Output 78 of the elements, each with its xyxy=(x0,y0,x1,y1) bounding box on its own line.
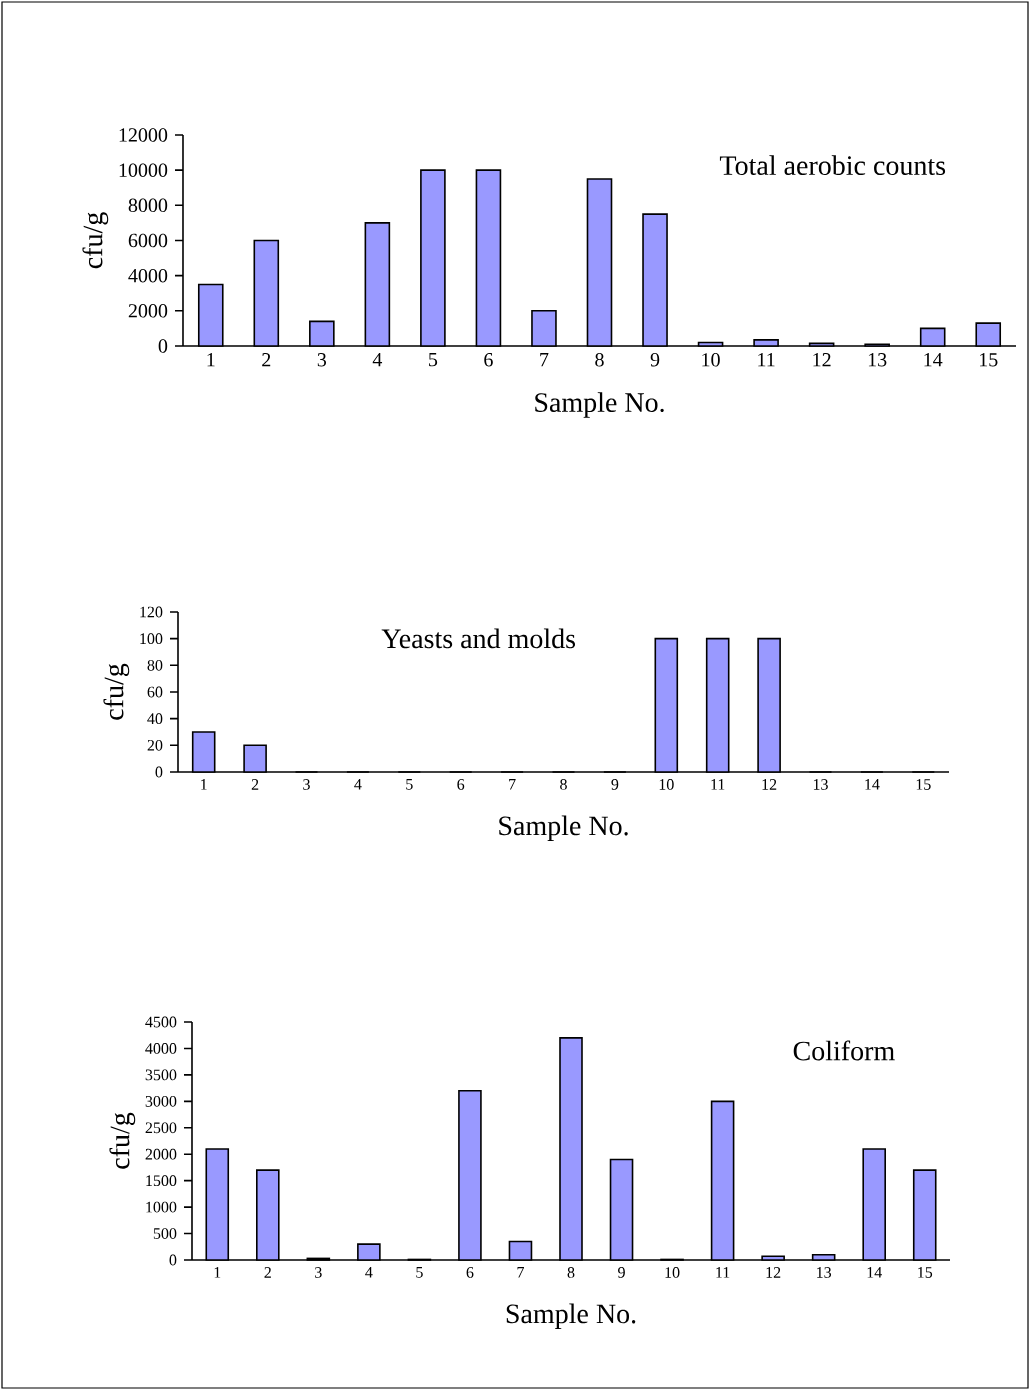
x-tick-label: 2 xyxy=(262,353,271,367)
x-tick-label: 11 xyxy=(758,353,775,367)
y-tick-label: 12000 xyxy=(119,128,168,142)
x-tick-label: 7 xyxy=(517,1267,524,1278)
y-axis-title: cfu/g xyxy=(109,1112,136,1169)
x-tick-label: 8 xyxy=(595,353,604,367)
x-tick-label: 12 xyxy=(813,353,831,367)
y-tick-label: 80 xyxy=(147,659,163,671)
x-tick-label: 8 xyxy=(560,779,567,790)
y-tick-label: 2500 xyxy=(145,1122,177,1134)
y-axis-title: cfu/g xyxy=(103,663,130,720)
text: Total aerobic counts xyxy=(719,155,946,176)
y-tick-label: 20 xyxy=(147,739,163,751)
y-tick-label: 0 xyxy=(158,339,168,353)
y-tick-label: 500 xyxy=(153,1228,177,1239)
x-tick-label: 7 xyxy=(540,353,549,367)
y-axis-title: cfu/g xyxy=(82,212,109,269)
x-tick-label: 5 xyxy=(429,353,438,367)
x-tick-label: 7 xyxy=(509,779,516,790)
y-tick-label: 10000 xyxy=(119,163,168,177)
x-axis-title: Sample No. xyxy=(499,815,628,841)
y-tick-label: 4000 xyxy=(128,268,168,283)
y-tick-label: 3500 xyxy=(145,1069,177,1081)
y-tick-label: 1500 xyxy=(146,1175,177,1187)
x-tick-label: 10 xyxy=(665,1267,680,1278)
y-tick-label: 4500 xyxy=(145,1016,177,1028)
x-tick-label: 14 xyxy=(867,1267,882,1278)
x-tick-label: 13 xyxy=(817,1267,832,1278)
x-tick-label: 5 xyxy=(406,779,413,790)
x-tick-label: 15 xyxy=(979,353,998,367)
x-tick-label: 1 xyxy=(207,353,215,367)
x-tick-label: 3 xyxy=(303,779,310,790)
x-tick-label: 3 xyxy=(317,353,327,367)
y-tick-label: 0 xyxy=(169,1254,177,1266)
x-tick-label: 1 xyxy=(201,779,207,790)
x-tick-label: 6 xyxy=(466,1267,474,1278)
x-tick-label: 9 xyxy=(618,1267,625,1278)
y-tick-label: 2000 xyxy=(128,304,168,318)
x-tick-label: 4 xyxy=(372,353,383,367)
x-tick-label: 10 xyxy=(659,779,674,790)
y-tick-label: 2000 xyxy=(145,1148,177,1160)
x-tick-label: 13 xyxy=(813,779,828,790)
x-tick-label: 6 xyxy=(457,779,465,790)
y-tick-label: 40 xyxy=(147,713,163,725)
y-tick-label: 3000 xyxy=(145,1095,177,1107)
y-tick-label: 120 xyxy=(140,606,163,618)
x-tick-label: 12 xyxy=(766,1267,781,1278)
x-tick-label: 2 xyxy=(251,779,259,790)
chart-title: Yeasts and molds xyxy=(381,628,576,649)
y-tick-label: 4000 xyxy=(145,1043,177,1054)
x-tick-label: 1 xyxy=(214,1267,221,1278)
x-tick-label: 15 xyxy=(916,779,931,790)
x-tick-label: 9 xyxy=(611,779,619,790)
y-tick-label: 8000 xyxy=(128,198,168,213)
x-tick-label: 9 xyxy=(650,353,660,367)
x-tick-label: 2 xyxy=(264,1267,271,1278)
x-tick-label: 6 xyxy=(484,353,493,367)
y-tick-label: 60 xyxy=(147,686,163,698)
x-tick-label: 4 xyxy=(354,779,362,790)
x-tick-label: 14 xyxy=(924,353,943,367)
x-tick-label: 3 xyxy=(315,1267,322,1278)
x-tick-label: 5 xyxy=(416,1267,423,1278)
x-tick-label: 4 xyxy=(365,1267,373,1278)
y-tick-label: 100 xyxy=(140,633,163,645)
x-tick-label: 14 xyxy=(865,779,880,790)
x-tick-label: 10 xyxy=(702,353,720,367)
x-tick-label: 8 xyxy=(567,1267,575,1278)
x-tick-label: 13 xyxy=(868,353,887,367)
x-axis-title: Sample No. xyxy=(535,392,664,418)
x-axis-title: Sample No. xyxy=(506,1303,636,1329)
x-tick-label: 11 xyxy=(711,779,725,790)
x-tick-label: 15 xyxy=(918,1267,933,1278)
y-tick-label: 6000 xyxy=(128,233,168,248)
text: Coliform xyxy=(793,1040,895,1061)
y-tick-label: 1000 xyxy=(146,1201,177,1213)
x-tick-label: 12 xyxy=(762,779,777,790)
x-tick-label: 11 xyxy=(716,1267,730,1278)
y-tick-label: 0 xyxy=(155,766,163,778)
